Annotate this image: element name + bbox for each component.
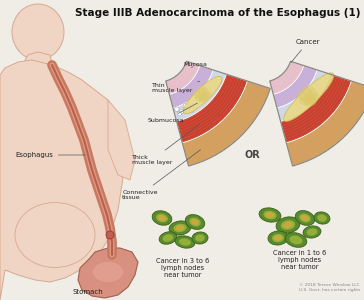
Text: Mucosa: Mucosa: [183, 62, 207, 68]
Ellipse shape: [202, 91, 211, 100]
Ellipse shape: [306, 228, 317, 236]
Circle shape: [189, 108, 194, 113]
Ellipse shape: [183, 76, 222, 114]
Circle shape: [177, 111, 182, 116]
Ellipse shape: [202, 86, 209, 98]
Circle shape: [183, 104, 187, 108]
Ellipse shape: [175, 236, 195, 248]
Polygon shape: [166, 61, 200, 94]
Ellipse shape: [276, 217, 300, 233]
Circle shape: [179, 109, 184, 114]
Polygon shape: [177, 74, 248, 143]
Ellipse shape: [15, 202, 95, 268]
Ellipse shape: [264, 211, 277, 219]
Text: Stomach: Stomach: [73, 289, 103, 295]
Ellipse shape: [195, 234, 205, 242]
Ellipse shape: [302, 86, 312, 98]
Polygon shape: [25, 52, 55, 80]
Text: Submucosa: Submucosa: [148, 103, 197, 122]
Polygon shape: [281, 74, 351, 143]
Ellipse shape: [266, 212, 274, 218]
Text: Esophagus: Esophagus: [15, 152, 85, 158]
Ellipse shape: [163, 234, 173, 242]
Ellipse shape: [289, 236, 302, 244]
Ellipse shape: [303, 226, 321, 238]
Circle shape: [193, 103, 197, 108]
Text: OR: OR: [244, 150, 260, 160]
Ellipse shape: [197, 86, 205, 96]
Ellipse shape: [158, 215, 166, 221]
Polygon shape: [0, 60, 125, 300]
Polygon shape: [182, 81, 270, 166]
Text: Thin
muscle layer: Thin muscle layer: [152, 81, 200, 93]
Polygon shape: [270, 61, 304, 94]
Text: © 2018 Terese Winslow LLC
U.S. Govt. has certain rights: © 2018 Terese Winslow LLC U.S. Govt. has…: [298, 284, 360, 292]
Polygon shape: [286, 81, 364, 166]
Ellipse shape: [179, 238, 191, 246]
Ellipse shape: [106, 231, 114, 239]
Text: Connective
tissue: Connective tissue: [122, 150, 201, 200]
Polygon shape: [108, 100, 135, 180]
Ellipse shape: [194, 94, 206, 102]
Polygon shape: [169, 66, 213, 108]
Ellipse shape: [317, 214, 327, 222]
Ellipse shape: [152, 211, 172, 225]
Ellipse shape: [199, 95, 209, 103]
Ellipse shape: [175, 225, 185, 231]
Text: Cancer: Cancer: [291, 39, 320, 62]
Ellipse shape: [283, 222, 293, 228]
Ellipse shape: [281, 220, 295, 230]
Polygon shape: [173, 70, 226, 122]
Circle shape: [186, 108, 191, 112]
Polygon shape: [277, 70, 331, 122]
Ellipse shape: [173, 224, 187, 232]
Polygon shape: [78, 248, 138, 298]
Ellipse shape: [301, 215, 309, 221]
Ellipse shape: [308, 92, 319, 104]
Text: Cancer in 1 to 6
lymph nodes
near tumor: Cancer in 1 to 6 lymph nodes near tumor: [273, 250, 327, 270]
Ellipse shape: [304, 97, 317, 106]
Ellipse shape: [285, 233, 307, 247]
Ellipse shape: [185, 214, 205, 230]
Circle shape: [217, 79, 222, 84]
Ellipse shape: [268, 231, 288, 245]
Circle shape: [205, 85, 209, 90]
Ellipse shape: [159, 232, 177, 244]
Ellipse shape: [272, 234, 284, 242]
Ellipse shape: [299, 97, 312, 106]
Ellipse shape: [274, 235, 282, 241]
Ellipse shape: [298, 91, 310, 101]
Ellipse shape: [299, 214, 311, 222]
Ellipse shape: [314, 212, 330, 224]
Polygon shape: [270, 61, 364, 166]
Ellipse shape: [194, 90, 204, 98]
Ellipse shape: [93, 262, 123, 282]
Ellipse shape: [192, 232, 208, 244]
Ellipse shape: [156, 214, 168, 222]
Text: Thick
muscle layer: Thick muscle layer: [132, 124, 200, 165]
Polygon shape: [166, 61, 270, 166]
Ellipse shape: [189, 218, 201, 226]
Circle shape: [205, 92, 210, 96]
Ellipse shape: [191, 219, 199, 225]
Ellipse shape: [308, 87, 317, 100]
Ellipse shape: [12, 4, 64, 60]
Ellipse shape: [259, 208, 281, 222]
Ellipse shape: [295, 211, 315, 225]
Polygon shape: [273, 66, 317, 108]
Circle shape: [175, 107, 179, 111]
Text: Cancer in 3 to 6
lymph nodes
near tumor: Cancer in 3 to 6 lymph nodes near tumor: [157, 258, 210, 278]
Text: Stage IIIB Adenocarcinoma of the Esophagus (1): Stage IIIB Adenocarcinoma of the Esophag…: [75, 8, 361, 18]
Ellipse shape: [284, 73, 334, 122]
Ellipse shape: [169, 221, 191, 235]
